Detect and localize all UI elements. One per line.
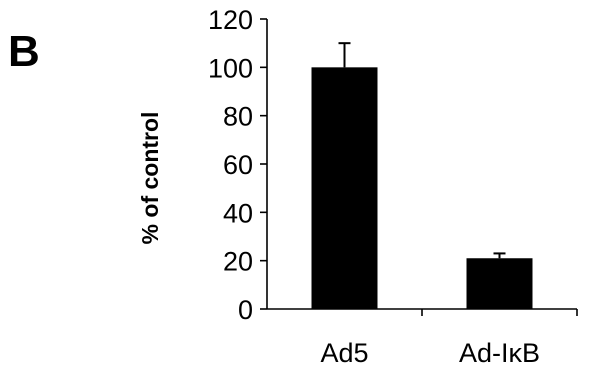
bar xyxy=(311,67,378,309)
y-tick-label: 0 xyxy=(238,295,253,325)
y-tick-label: 80 xyxy=(223,102,253,132)
y-tick-label: 20 xyxy=(223,247,253,277)
panel-label: B xyxy=(8,27,40,76)
y-tick-label: 60 xyxy=(223,150,253,180)
y-axis-title: % of control xyxy=(137,112,163,245)
x-category-label: Ad-IκB xyxy=(459,338,540,368)
bar xyxy=(466,258,533,309)
x-category-label: Ad5 xyxy=(320,338,368,368)
y-tick-label: 100 xyxy=(208,53,253,83)
y-tick-label: 120 xyxy=(208,5,253,35)
y-tick-label: 40 xyxy=(223,198,253,228)
plot-area: 0 20 40 60 80 100 120 Ad5 Ad-IκB xyxy=(208,5,578,368)
